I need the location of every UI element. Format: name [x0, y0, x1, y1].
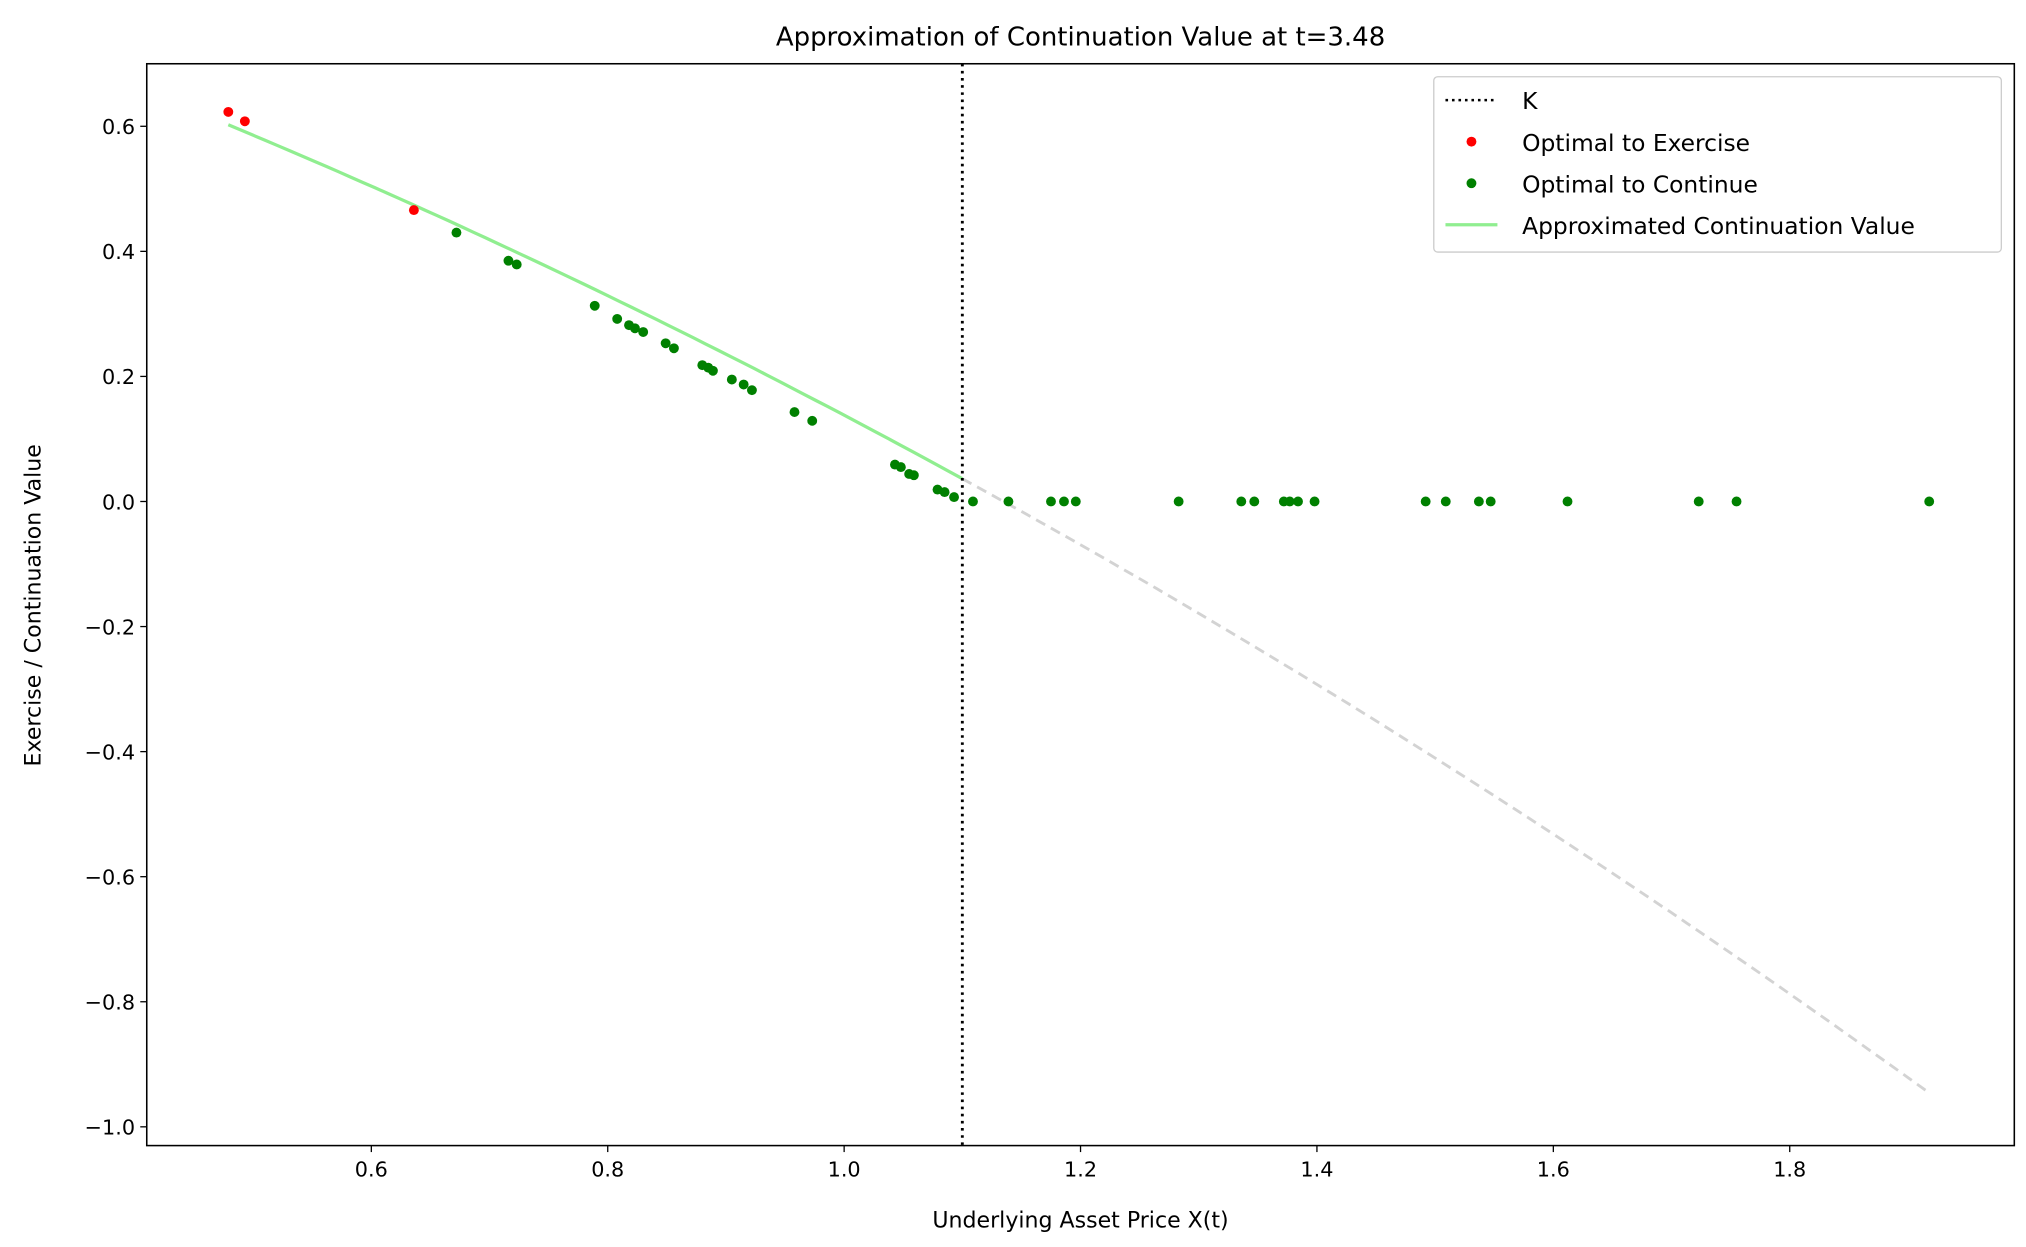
continue-point [807, 415, 818, 426]
continue-point [612, 313, 623, 324]
continue-point [1420, 496, 1431, 507]
legend-continue-label: Optimal to Continue [1522, 170, 1758, 198]
continue-point [451, 227, 462, 238]
y-tick-label: −1.0 [85, 1116, 135, 1140]
continue-point [1485, 496, 1496, 507]
continue-point [1059, 496, 1069, 507]
continue-point [968, 496, 978, 507]
x-axis-label: Underlying Asset Price X(t) [932, 1208, 1228, 1233]
continue-point [589, 300, 600, 311]
legend-k-label: K [1522, 87, 1538, 115]
continue-point [1284, 496, 1295, 507]
continue-point [1562, 496, 1573, 507]
y-tick-label: 0.2 [102, 365, 135, 389]
x-tick-label: 1.0 [828, 1158, 861, 1182]
exercise-point [239, 116, 250, 127]
x-axis: 0.6 0.8 1.0 1.2 1.4 1.6 1.8 [355, 1145, 1806, 1182]
y-tick-label: −0.6 [85, 865, 135, 889]
continue-point [726, 374, 737, 385]
continue-point [1236, 496, 1247, 507]
continue-point [747, 385, 757, 396]
continue-point [1924, 496, 1935, 507]
continue-point [949, 492, 959, 503]
continue-point [1309, 496, 1320, 507]
continue-point [789, 407, 800, 418]
continue-point [668, 343, 679, 354]
legend-curve-label: Approximated Continuation Value [1522, 212, 1915, 240]
continue-point [939, 487, 950, 498]
continue-point [511, 259, 522, 270]
legend-exercise-marker [1466, 136, 1477, 147]
approximated-continuation-curve [227, 123, 964, 481]
extrapolated-curve [961, 477, 1931, 1095]
plot-area [223, 63, 1935, 1146]
continue-point [1046, 496, 1056, 507]
y-axis-label: Exercise / Continuation Value [21, 444, 46, 766]
y-tick-label: −0.2 [85, 615, 135, 639]
x-tick-label: 1.4 [1300, 1158, 1333, 1182]
y-axis: 0.6 0.4 0.2 0.0 −0.2 −0.4 −0.6 −0.8 −1.0 [85, 115, 147, 1140]
y-tick-label: −0.4 [85, 740, 135, 764]
continue-point [1693, 496, 1704, 507]
continue-point [1173, 496, 1184, 507]
x-tick-label: 0.8 [591, 1158, 624, 1182]
continue-point [707, 365, 718, 376]
exercise-point [408, 205, 419, 216]
y-tick-label: 0.6 [102, 115, 135, 139]
legend-exercise-label: Optimal to Exercise [1522, 129, 1750, 157]
continue-point [1731, 496, 1742, 507]
x-tick-label: 0.6 [355, 1158, 388, 1182]
continue-point [638, 327, 649, 337]
legend: K Optimal to Exercise Optimal to Continu… [1433, 76, 2002, 253]
continue-point [660, 338, 671, 349]
y-tick-label: 0.0 [102, 490, 135, 514]
exercise-point [223, 106, 234, 117]
x-tick-label: 1.2 [1064, 1158, 1097, 1182]
legend-continue-marker [1466, 178, 1477, 189]
continue-point [503, 255, 514, 266]
continue-point [1293, 496, 1303, 507]
continue-point [908, 470, 919, 481]
x-tick-label: 1.8 [1773, 1158, 1806, 1182]
continue-point [1473, 496, 1484, 507]
continue-point [1003, 496, 1014, 507]
y-tick-label: 0.4 [102, 240, 135, 264]
continue-point [1249, 496, 1260, 507]
continue-point [738, 379, 749, 390]
continue-point [895, 462, 906, 473]
chart-title: Approximation of Continuation Value at t… [776, 23, 1385, 53]
continue-point [1070, 496, 1081, 507]
y-tick-label: −0.8 [85, 991, 135, 1015]
x-tick-label: 1.6 [1537, 1158, 1570, 1182]
continue-point [629, 323, 640, 334]
continue-point [1440, 496, 1451, 507]
